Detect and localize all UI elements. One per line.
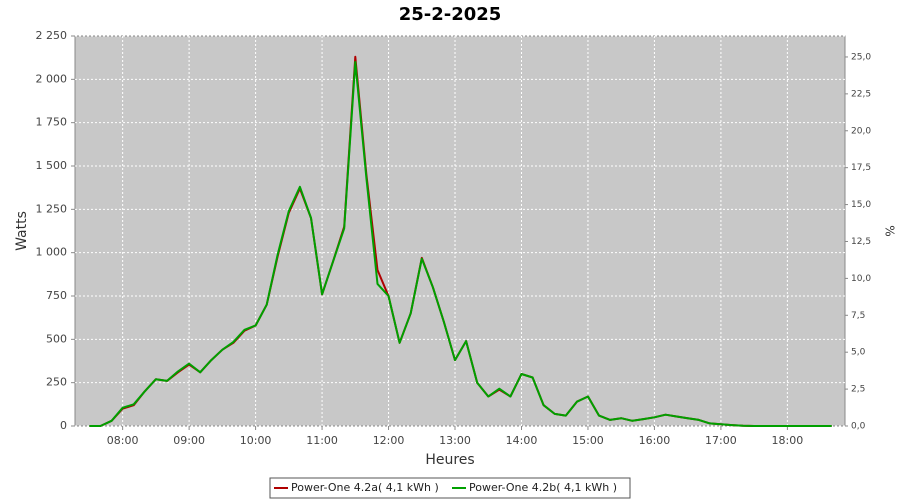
x-tick-label: 16:00: [639, 434, 671, 447]
y2-axis-label: %: [883, 225, 897, 236]
x-tick-label: 12:00: [373, 434, 405, 447]
y2-tick-label: 5,0: [851, 348, 866, 358]
y-tick-label: 0: [60, 419, 67, 432]
x-tick-label: 15:00: [572, 434, 604, 447]
x-tick-label: 13:00: [439, 434, 471, 447]
y2-tick-label: 2,5: [851, 385, 865, 395]
y-tick-label: 1 000: [36, 246, 68, 259]
y-tick-label: 1 750: [36, 116, 68, 129]
legend: [269, 477, 631, 499]
legend-label: Power-One 4.2a( 4,1 kWh ): [291, 481, 439, 494]
y-tick-label: 750: [46, 289, 67, 302]
y2-tick-label: 10,0: [851, 274, 871, 284]
x-axis-label: Heures: [425, 452, 474, 468]
y2-tick-label: 12,5: [851, 237, 871, 247]
y2-tick-label: 20,0: [851, 126, 871, 136]
y-tick-label: 2 000: [36, 72, 68, 85]
y2-tick-label: 25,0: [851, 52, 871, 62]
y-tick-label: 1 500: [36, 159, 68, 172]
x-tick-label: 09:00: [173, 434, 205, 447]
plot-area: [74, 35, 846, 427]
x-tick-label: 11:00: [306, 434, 338, 447]
y-tick-label: 2 250: [36, 29, 68, 42]
y2-tick-label: 22,5: [851, 89, 871, 99]
x-tick-label: 10:00: [240, 434, 272, 447]
x-tick-label: 17:00: [705, 434, 737, 447]
y-tick-label: 250: [46, 376, 67, 389]
y2-tick-label: 15,0: [851, 200, 871, 210]
y2-tick-label: 7,5: [851, 311, 865, 321]
x-tick-label: 08:00: [107, 434, 139, 447]
chart-title: 25-2-2025: [399, 4, 502, 25]
x-tick-label: 18:00: [772, 434, 804, 447]
y2-tick-label: 0,0: [851, 422, 866, 432]
y2-tick-label: 17,5: [851, 163, 871, 173]
y-tick-label: 1 250: [36, 202, 68, 215]
y-tick-label: 500: [46, 332, 67, 345]
x-tick-label: 14:00: [506, 434, 538, 447]
series-line: [89, 61, 832, 427]
y-axis-label: Watts: [14, 211, 30, 251]
legend-label: Power-One 4.2b( 4,1 kWh ): [469, 481, 617, 494]
